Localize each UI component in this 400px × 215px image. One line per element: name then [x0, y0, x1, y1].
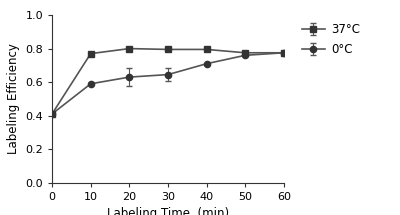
X-axis label: Labeling Time  (min): Labeling Time (min): [107, 207, 229, 215]
Y-axis label: Labeling Efficiency: Labeling Efficiency: [7, 43, 20, 154]
Legend: 37°C, 0°C: 37°C, 0°C: [299, 21, 362, 59]
